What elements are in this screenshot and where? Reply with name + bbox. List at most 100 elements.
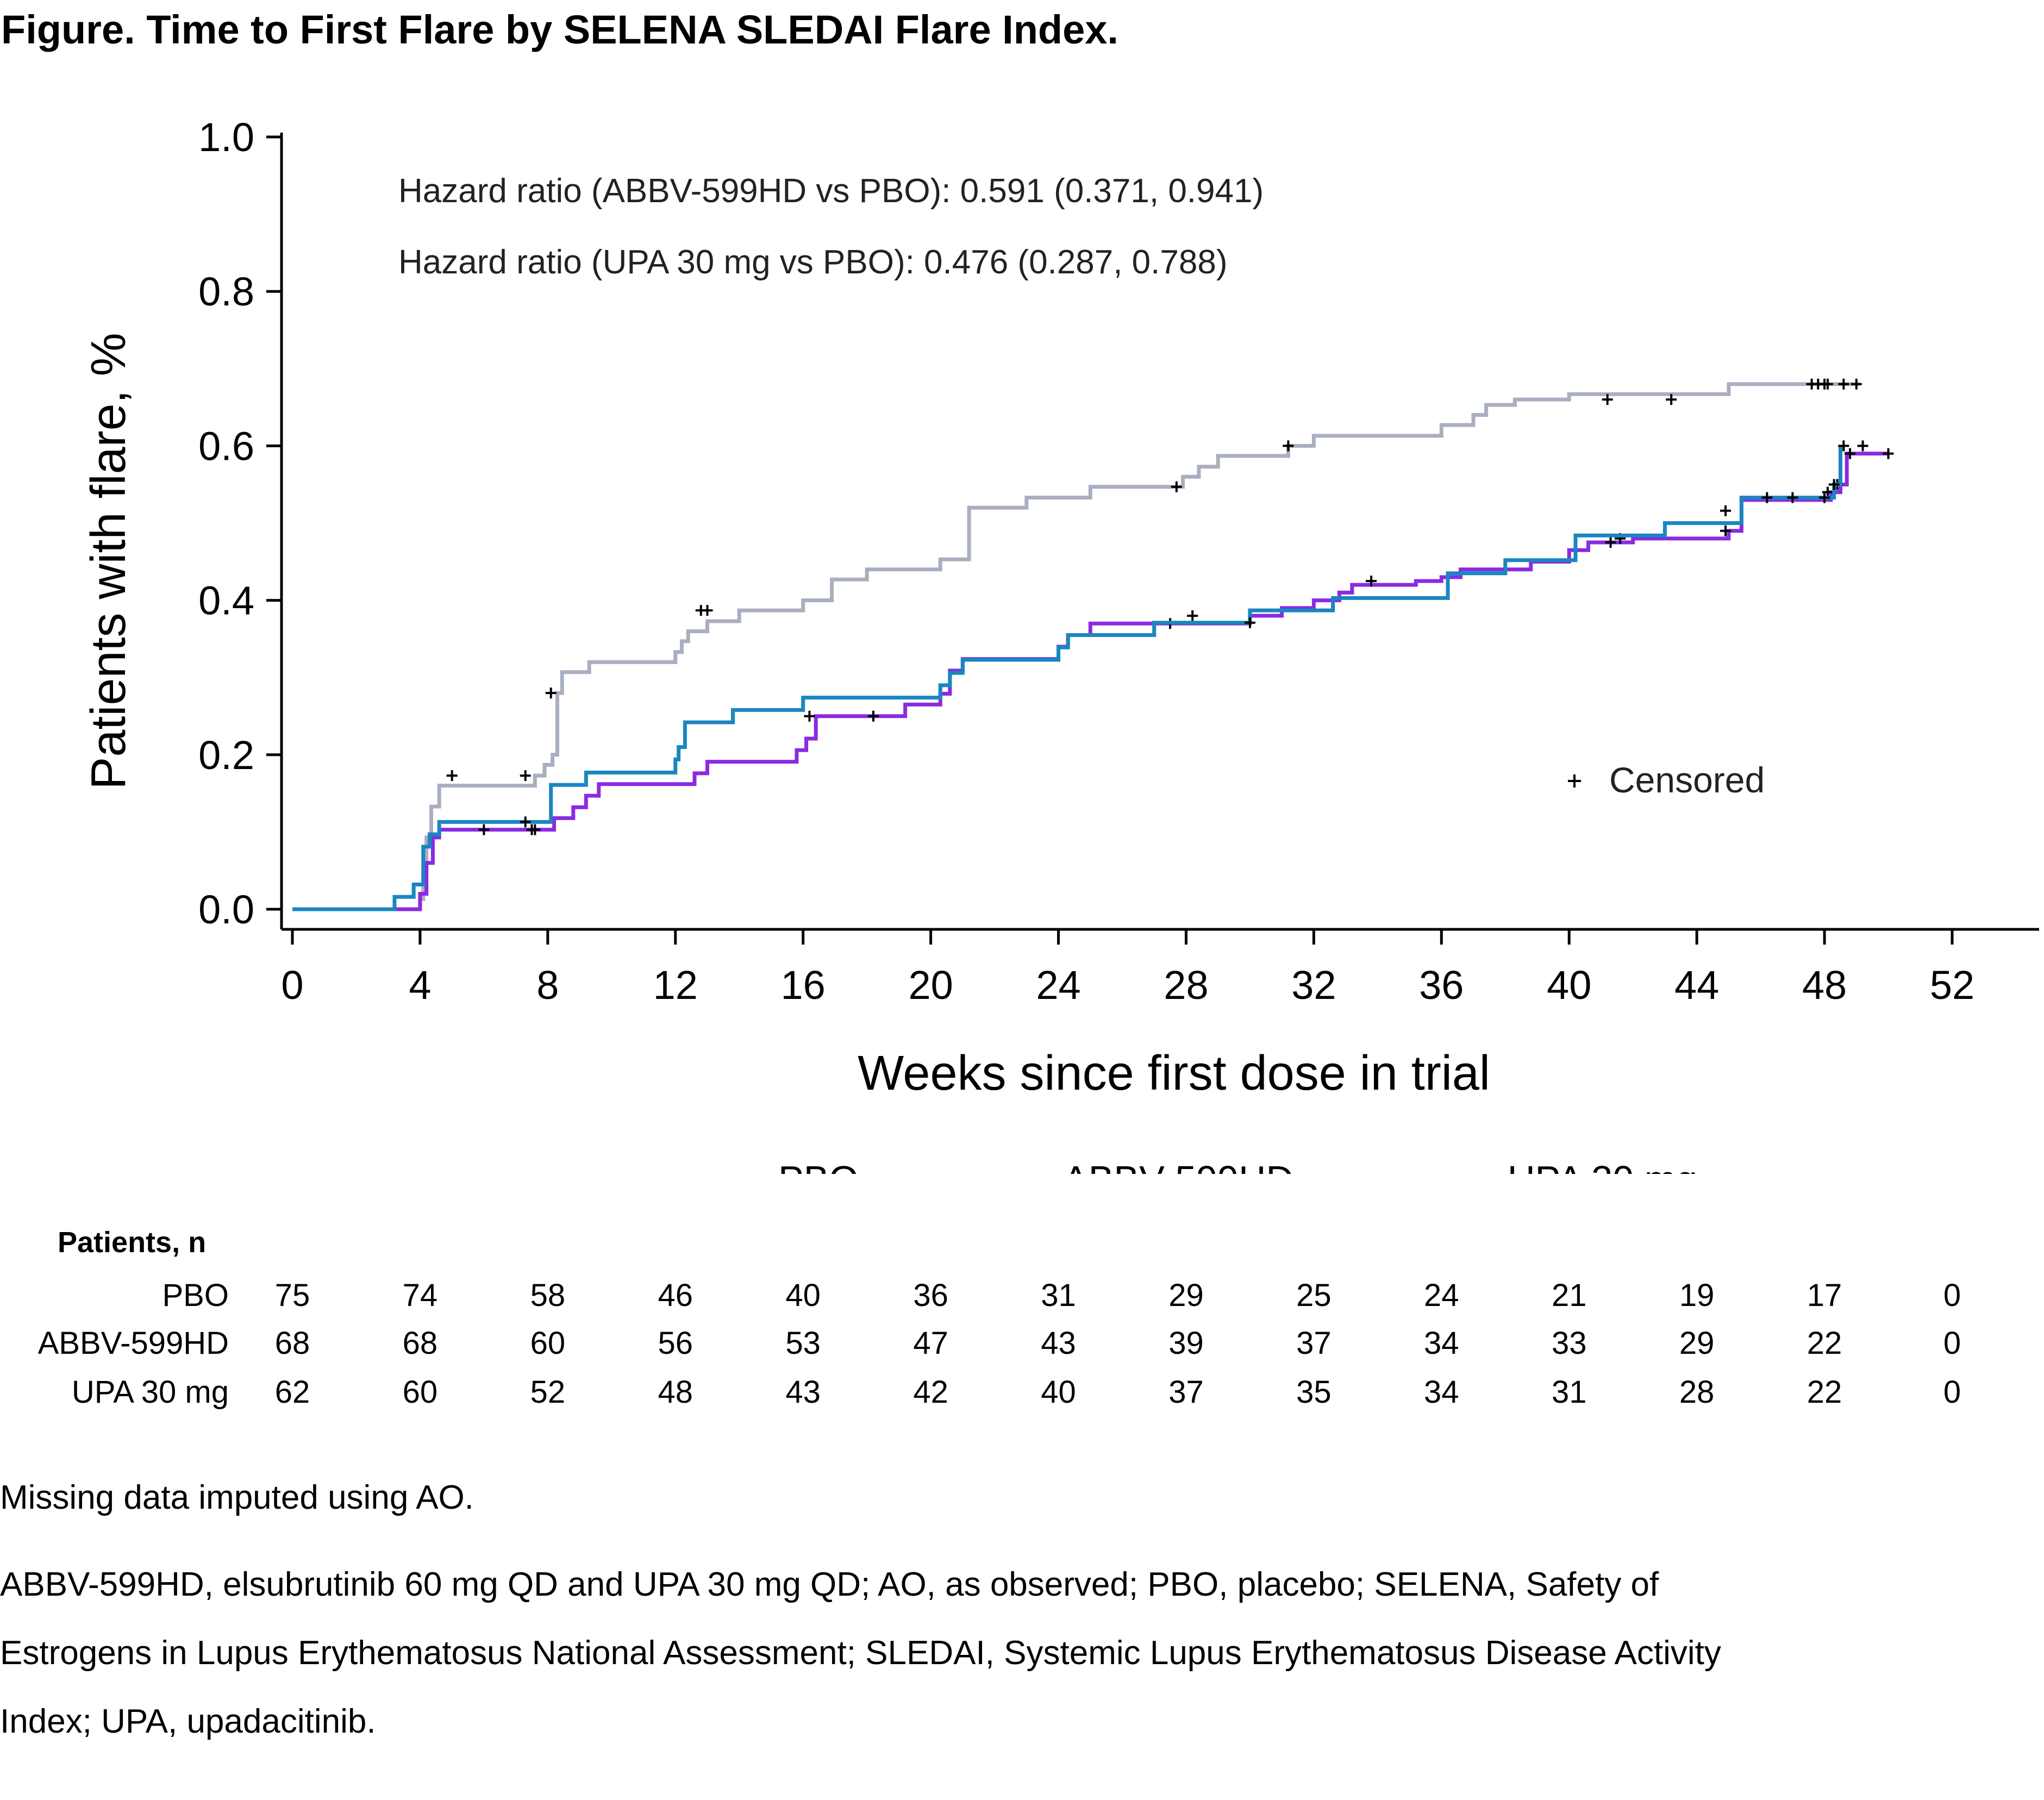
- censor-mark: [529, 824, 541, 835]
- y-tick-label: 0.0: [198, 887, 254, 932]
- x-tick-label: 20: [908, 962, 953, 1008]
- risk-cell: 43: [785, 1374, 821, 1410]
- censor-mark: [1666, 394, 1677, 405]
- risk-cell: 53: [785, 1326, 821, 1361]
- risk-table-heading: Patients, n: [58, 1226, 207, 1259]
- series-line-2: [292, 446, 1842, 911]
- censor-mark: [1605, 537, 1616, 548]
- risk-cell: 34: [1424, 1374, 1459, 1410]
- footnote-abbreviations-3: Index; UPA, upadacitinib.: [0, 1703, 376, 1740]
- censor-mark: [1845, 448, 1856, 459]
- km-chart: 0.00.20.40.60.81.00 4 8 12 16 20 24 28 32 36 40 44 4…: [82, 115, 2039, 1174]
- footnote-abbreviations-1: ABBV-599HD, elsubrutinib 60 mg QD and UP…: [0, 1566, 1659, 1603]
- risk-cell: 42: [913, 1374, 948, 1410]
- risk-cell: 48: [658, 1374, 693, 1410]
- censor-mark: [520, 770, 531, 782]
- y-tick-label: 0.4: [198, 578, 254, 623]
- risk-cell: 68: [274, 1326, 310, 1361]
- risk-cell: 58: [530, 1278, 566, 1313]
- risk-cell: 17: [1807, 1278, 1842, 1313]
- hazard-ratio-upa-annotation: Hazard ratio (UPA 30 mg vs PBO): 0.476 (…: [398, 243, 1227, 281]
- censor-mark: [446, 770, 458, 782]
- risk-cell: 31: [1041, 1278, 1076, 1313]
- risk-cell: 60: [530, 1326, 566, 1361]
- censor-mark: [1761, 492, 1773, 503]
- x-tick-label: 40: [1547, 962, 1591, 1008]
- y-tick-label: 1.0: [198, 115, 254, 160]
- series-line-1: [292, 452, 1889, 911]
- risk-cell: 74: [402, 1278, 438, 1313]
- risk-cell: 37: [1296, 1326, 1332, 1361]
- x-tick-label: 4: [409, 962, 431, 1008]
- censor-mark: [1602, 394, 1613, 405]
- risk-cell: 19: [1679, 1278, 1715, 1313]
- censor-mark: [1822, 378, 1833, 390]
- censor-mark: [1366, 576, 1377, 587]
- risk-cell: 47: [913, 1326, 948, 1361]
- censor-mark: [478, 824, 490, 835]
- x-tick-label: 0: [281, 962, 303, 1008]
- legend-label-1: ABBV-599HD: [1063, 1158, 1293, 1174]
- x-tick-label: 16: [781, 962, 826, 1008]
- censor-mark: [1838, 440, 1849, 452]
- y-tick-label: 0.8: [198, 269, 254, 314]
- censor-legend-mark: [1568, 774, 1581, 788]
- risk-cell: 56: [658, 1326, 693, 1361]
- x-tick-label: 48: [1802, 962, 1847, 1008]
- risk-cell: 28: [1679, 1374, 1715, 1410]
- censor-mark: [1187, 610, 1198, 622]
- x-tick-label: 44: [1674, 962, 1719, 1008]
- risk-cell: 22: [1807, 1326, 1842, 1361]
- x-tick-label: 36: [1419, 962, 1464, 1008]
- censor-mark: [867, 710, 879, 722]
- risk-row-label: UPA 30 mg: [71, 1374, 229, 1410]
- risk-cell: 29: [1168, 1278, 1204, 1313]
- censor-mark: [1720, 505, 1732, 516]
- censor-mark: [702, 605, 713, 616]
- x-tick-label: 32: [1291, 962, 1336, 1008]
- risk-cell: 33: [1551, 1326, 1587, 1361]
- risk-cell: 0: [1943, 1278, 1961, 1313]
- censor-mark: [545, 688, 557, 699]
- series-line-0: [292, 382, 1860, 911]
- censor-mark: [804, 710, 815, 722]
- y-tick-label: 0.2: [198, 733, 254, 778]
- risk-cell: 35: [1296, 1374, 1332, 1410]
- footnote-abbreviations-2: Estrogens in Lupus Erythematosus Nationa…: [0, 1634, 1721, 1672]
- censor-mark: [1171, 481, 1182, 492]
- legend-label-2: UPA 30 mg: [1508, 1158, 1697, 1174]
- risk-cell: 75: [274, 1278, 310, 1313]
- x-axis-title: Weeks since first dose in trial: [858, 1046, 1490, 1101]
- censor-mark: [1851, 378, 1862, 390]
- y-tick-label: 0.6: [198, 423, 254, 468]
- risk-cell: 0: [1943, 1374, 1961, 1410]
- x-tick-label: 12: [653, 962, 698, 1008]
- x-tick-label: 24: [1036, 962, 1080, 1008]
- risk-cell: 25: [1296, 1278, 1332, 1313]
- risk-cell: 46: [658, 1278, 693, 1313]
- risk-cell: 40: [785, 1278, 821, 1313]
- y-axis-title: Patients with flare, %: [82, 333, 136, 789]
- risk-row-label: ABBV-599HD: [37, 1326, 229, 1361]
- censor-mark: [1720, 525, 1732, 536]
- censor-mark: [1857, 440, 1868, 452]
- censor-mark: [520, 816, 531, 828]
- hazard-ratio-abbv-annotation: Hazard ratio (ABBV-599HD vs PBO): 0.591 …: [398, 172, 1264, 210]
- legend-label-0: PBO: [778, 1158, 859, 1174]
- x-tick-label: 52: [1930, 962, 1974, 1008]
- censor-mark: [1838, 378, 1849, 390]
- risk-cell: 39: [1168, 1326, 1204, 1361]
- risk-cell: 22: [1807, 1374, 1842, 1410]
- risk-cell: 62: [274, 1374, 310, 1410]
- censor-mark: [1828, 479, 1840, 490]
- risk-cell: 0: [1943, 1326, 1961, 1361]
- x-tick-label: 28: [1164, 962, 1208, 1008]
- x-tick-label: 8: [536, 962, 559, 1008]
- censor-mark: [1244, 617, 1255, 628]
- censor-mark: [1883, 448, 1894, 459]
- censor-mark: [1787, 492, 1798, 503]
- censor-mark: [1819, 492, 1830, 503]
- censor-mark: [1283, 440, 1294, 452]
- risk-table: Patients, n PBO 75 74 58 46 40 36 31 29 25 24 21 19 1…: [0, 1226, 2044, 1432]
- risk-cell: 31: [1551, 1374, 1587, 1410]
